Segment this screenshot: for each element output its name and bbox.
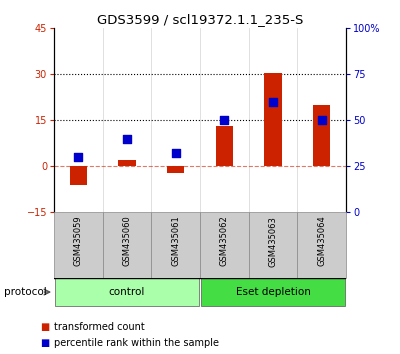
- Text: GSM435062: GSM435062: [220, 216, 229, 267]
- Bar: [249, 212, 297, 278]
- Text: GSM435059: GSM435059: [74, 216, 83, 266]
- Text: protocol: protocol: [4, 287, 47, 297]
- Point: [270, 99, 276, 105]
- Bar: [216, 126, 233, 166]
- Bar: [201, 279, 345, 306]
- Text: percentile rank within the sample: percentile rank within the sample: [54, 338, 219, 348]
- Bar: [200, 212, 249, 278]
- Bar: [118, 160, 136, 166]
- Point: [75, 154, 82, 160]
- Title: GDS3599 / scl19372.1.1_235-S: GDS3599 / scl19372.1.1_235-S: [97, 13, 303, 26]
- Point: [221, 118, 228, 123]
- Text: ■: ■: [40, 338, 49, 348]
- Bar: [297, 212, 346, 278]
- Bar: [103, 212, 151, 278]
- Point: [124, 136, 130, 142]
- Text: control: control: [109, 287, 145, 297]
- Point: [172, 150, 179, 155]
- Bar: [55, 279, 199, 306]
- Point: [318, 118, 325, 123]
- Text: GSM435060: GSM435060: [122, 216, 132, 267]
- Text: GSM435063: GSM435063: [268, 216, 278, 267]
- Text: ■: ■: [40, 322, 49, 332]
- Bar: [151, 212, 200, 278]
- Text: Eset depletion: Eset depletion: [236, 287, 310, 297]
- Bar: [313, 105, 330, 166]
- Text: transformed count: transformed count: [54, 322, 145, 332]
- Bar: [70, 166, 87, 185]
- Bar: [264, 73, 282, 166]
- Bar: [167, 166, 184, 172]
- Text: GSM435061: GSM435061: [171, 216, 180, 267]
- Bar: [54, 212, 103, 278]
- Text: GSM435064: GSM435064: [317, 216, 326, 267]
